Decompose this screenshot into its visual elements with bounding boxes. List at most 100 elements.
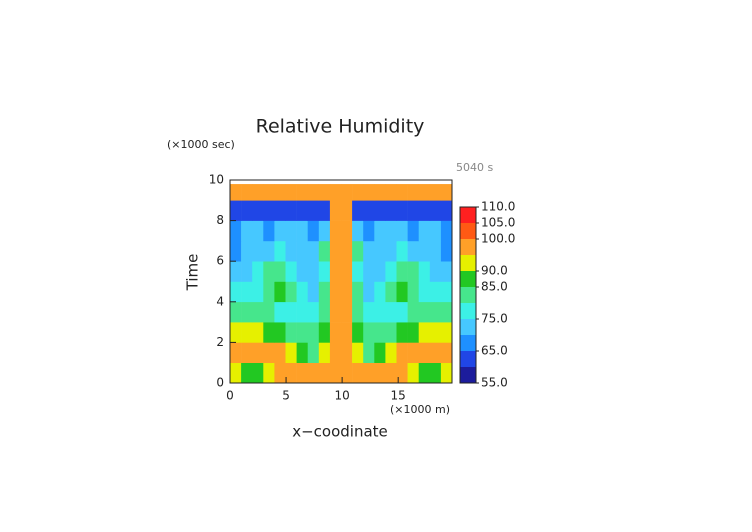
cell [296,184,308,201]
cell [296,342,308,363]
cell [440,342,453,363]
cell [307,261,320,282]
cell [329,220,342,242]
cell [396,184,408,201]
cell [230,301,242,323]
colorbar-label: 65.0 [481,344,508,358]
cell [374,200,386,221]
cell [341,322,353,343]
cell [418,362,431,384]
cell [374,261,386,282]
cell [352,322,364,343]
cell [385,261,397,282]
cell [296,322,308,343]
cell [230,220,242,242]
cell [396,362,408,384]
cell [407,200,419,221]
cell [285,220,297,242]
cell [263,184,275,201]
colorbar-label: 85.0 [481,280,508,294]
cell [307,240,320,262]
cell [396,342,408,363]
cell [407,184,419,201]
cell [296,281,308,303]
colorbar-swatch [460,207,476,223]
cell [252,301,264,323]
cell [363,281,375,303]
cell [418,322,431,343]
cell [429,342,442,363]
y-label: Time [184,254,202,292]
cell [352,362,364,384]
cell [307,184,320,201]
cell [407,240,419,262]
cell [374,240,386,262]
cell [374,322,386,343]
cell [374,281,386,303]
cell [429,322,442,343]
cell [252,261,264,282]
cell [318,200,331,221]
cell [363,240,375,262]
cell [374,220,386,242]
cell [296,240,308,262]
cell [318,322,331,343]
cell [274,322,286,343]
cell [296,220,308,242]
cell [241,240,253,262]
cell [263,342,275,363]
x-unit: (×1000 m) [390,403,450,416]
cell [341,362,353,384]
cell [318,184,331,201]
cell [341,342,353,363]
cell [396,200,408,221]
cell [274,200,286,221]
cell [374,184,386,201]
cell [263,261,275,282]
colorbar-swatch [460,255,476,271]
cell [363,220,375,242]
cell [241,301,253,323]
colorbar-swatch [460,287,476,303]
cell [418,200,431,221]
cell [329,362,342,384]
cell [352,261,364,282]
cell [440,281,453,303]
cell [418,281,431,303]
cell [429,261,442,282]
cell [396,261,408,282]
colorbar-swatch [460,303,476,319]
x-tick-label: 10 [334,389,349,403]
cell [341,184,353,201]
colorbar-swatch [460,239,476,255]
colorbar-label: 105.0 [481,216,515,230]
cell [307,220,320,242]
colorbar-label: 55.0 [481,376,508,390]
cell [318,362,331,384]
x-tick-label: 0 [226,389,234,403]
cell [285,342,297,363]
cell [274,281,286,303]
cell [252,184,264,201]
cell [318,220,331,242]
colorbar-swatch [460,223,476,239]
cell [285,301,297,323]
cell [241,220,253,242]
cell [263,281,275,303]
cell [440,184,453,201]
cell [285,184,297,201]
cell [252,240,264,262]
cell [418,240,431,262]
cell [429,281,442,303]
cell [285,322,297,343]
cell [385,362,397,384]
cell [307,362,320,384]
cell [274,184,286,201]
cell [363,342,375,363]
cell [363,184,375,201]
cell [341,261,353,282]
cell [418,342,431,363]
cell [407,301,419,323]
cell [429,200,442,221]
